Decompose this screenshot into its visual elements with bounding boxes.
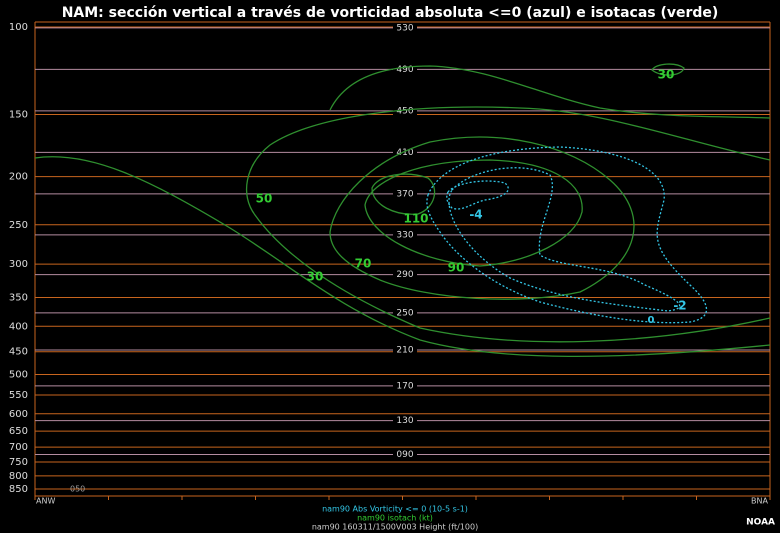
y-tick-label: 100 (9, 22, 28, 33)
height-label: 170 (396, 381, 413, 391)
y-tick-label: 750 (9, 457, 28, 468)
label-background (393, 449, 417, 460)
height-label: 250 (396, 308, 413, 318)
y-tick-label: 150 (9, 110, 28, 121)
isotach-contour (329, 65, 771, 119)
isotach-label: 30 (658, 68, 675, 82)
height-label: 130 (396, 416, 413, 426)
vorticity-label: -2 (673, 299, 686, 313)
vorticity-contour (446, 180, 509, 210)
isotach-label: 50 (256, 192, 273, 206)
y-tick-label: 350 (9, 292, 28, 303)
y-tick-label: 400 (9, 321, 28, 332)
height-label: 370 (396, 189, 413, 199)
vorticity-label: 0 (648, 315, 655, 326)
y-tick-label: 600 (9, 409, 28, 420)
height-label: 330 (396, 230, 413, 240)
chart-title: NAM: sección vertical a través de vortic… (62, 5, 719, 21)
y-tick-label: 850 (9, 484, 28, 495)
isotach-label: 90 (448, 261, 465, 275)
label-background (393, 64, 417, 75)
isotach-contour (651, 63, 685, 76)
vorticity-contour (426, 146, 707, 324)
label-background (393, 22, 417, 33)
isotach-contour (329, 136, 635, 300)
label-background (393, 307, 417, 318)
y-tick-label: 800 (9, 471, 28, 482)
y-tick-label: 700 (9, 442, 28, 453)
label-background (393, 188, 417, 199)
isotach-label: 110 (403, 212, 428, 226)
vorticity-label: -4 (469, 208, 482, 222)
isotach-contour (371, 173, 436, 215)
y-tick-label: 250 (9, 220, 28, 231)
isotach-contour (34, 156, 771, 358)
y-tick-label: 500 (9, 369, 28, 380)
isotach-label: 30 (307, 270, 324, 284)
isotach-label: 70 (355, 257, 372, 271)
label-background (393, 269, 417, 280)
height-label: 090 (396, 450, 413, 460)
y-tick-label: 300 (9, 259, 28, 270)
y-tick-label: 550 (9, 390, 28, 401)
label-background (393, 105, 417, 116)
y-tick-label: 650 (9, 426, 28, 437)
height-label: 450 (396, 106, 413, 116)
label-background (393, 415, 417, 426)
legend-entry: nam90 isotach (kt) (357, 514, 433, 523)
height-label: 290 (396, 270, 413, 280)
height-label: 490 (396, 65, 413, 75)
label-background (393, 229, 417, 240)
bottom-label: 050 (70, 485, 85, 494)
height-label: 530 (396, 23, 413, 33)
height-label: 410 (396, 148, 413, 158)
y-tick-label: 200 (9, 172, 28, 183)
x-label: BNA (751, 497, 768, 506)
isotach-contour (364, 159, 583, 267)
height-label: 210 (396, 345, 413, 355)
label-background (393, 380, 417, 391)
contours (34, 63, 771, 358)
isotach-contour (245, 106, 771, 343)
x-label: ANW (36, 497, 55, 506)
legend-entry: nam90 160311/1500V003 Height (ft/100) (312, 523, 478, 532)
label-background (393, 344, 417, 355)
y-tick-label: 450 (9, 347, 28, 358)
legend-entry: nam90 Abs Vorticity <= 0 (10-5 s-1) (322, 505, 468, 514)
credit: NOAA (746, 518, 775, 528)
label-background (393, 147, 417, 158)
contour-labels: 30 50 110 70 90 30 -4 -2 0 (256, 68, 687, 327)
